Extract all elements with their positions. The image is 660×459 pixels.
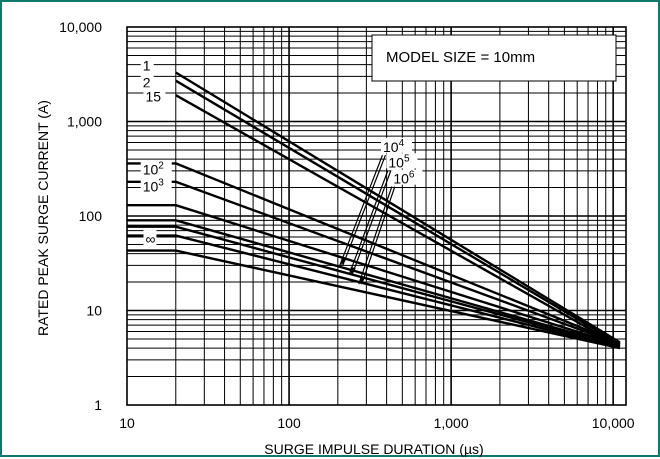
series-line <box>127 249 621 350</box>
series-line <box>127 225 621 349</box>
x-tick-label: 10,000 <box>592 415 635 431</box>
series-label-bg <box>386 153 418 169</box>
y-tick-label: 10,000 <box>59 19 102 35</box>
tick-labels: 10 100 1,000 10,000 1 10 100 1,000 10,000 <box>59 19 635 431</box>
x-tick-label: 10 <box>119 415 135 431</box>
callout-arrows <box>339 154 396 285</box>
series-label-superscript: 2 <box>158 161 164 172</box>
series-line <box>127 219 621 348</box>
callout-line <box>361 186 396 285</box>
callout-line <box>348 170 389 275</box>
series-line <box>127 203 621 347</box>
series-label-bg <box>140 160 172 176</box>
x-tick-label: 100 <box>277 415 301 431</box>
y-tick-label: 10 <box>86 303 102 319</box>
callout-arrowhead <box>341 257 347 266</box>
y-tick-label: 1,000 <box>67 114 102 130</box>
series-label: 1 <box>143 58 151 74</box>
model-size-annotation: MODEL SIZE = 10mm <box>386 49 535 66</box>
series-label-bg <box>143 230 157 246</box>
y-tick-label: 1 <box>94 397 102 413</box>
series-label-bg <box>140 73 154 89</box>
series-label-superscript: 3 <box>158 178 164 189</box>
series-line <box>175 71 621 344</box>
series-label-bg <box>381 137 413 153</box>
callout-line <box>358 186 393 285</box>
series-label-superscript: 5 <box>404 153 410 164</box>
grid <box>126 26 627 406</box>
callout-line <box>342 154 386 266</box>
x-axis-label: SURGE IMPULSE DURATION (µs) <box>264 441 483 457</box>
series-line <box>175 79 621 346</box>
callout-line <box>339 154 383 266</box>
series-lines <box>127 71 621 350</box>
series-label-superscript: 6 <box>409 170 415 181</box>
series-line <box>175 94 621 348</box>
series-line <box>127 234 621 350</box>
x-tick-label: 1,000 <box>434 415 469 431</box>
y-axis-label: RATED PEAK SURGE CURRENT (A) <box>35 100 51 336</box>
y-tick-label: 100 <box>79 208 103 224</box>
annotation-box <box>371 34 617 82</box>
series-label: ∞ <box>145 231 155 247</box>
series-label-bg <box>140 56 154 72</box>
series-label: 2 <box>143 74 151 90</box>
callout-arrowhead <box>360 276 366 285</box>
series-label: 15 <box>145 88 161 104</box>
series-label-superscript: 4 <box>399 138 405 149</box>
callout-line <box>351 170 392 275</box>
callout-arrowhead <box>350 266 356 275</box>
series-label-bg <box>391 169 423 185</box>
series-label-bg <box>143 87 166 103</box>
series-label-bg <box>140 177 172 193</box>
